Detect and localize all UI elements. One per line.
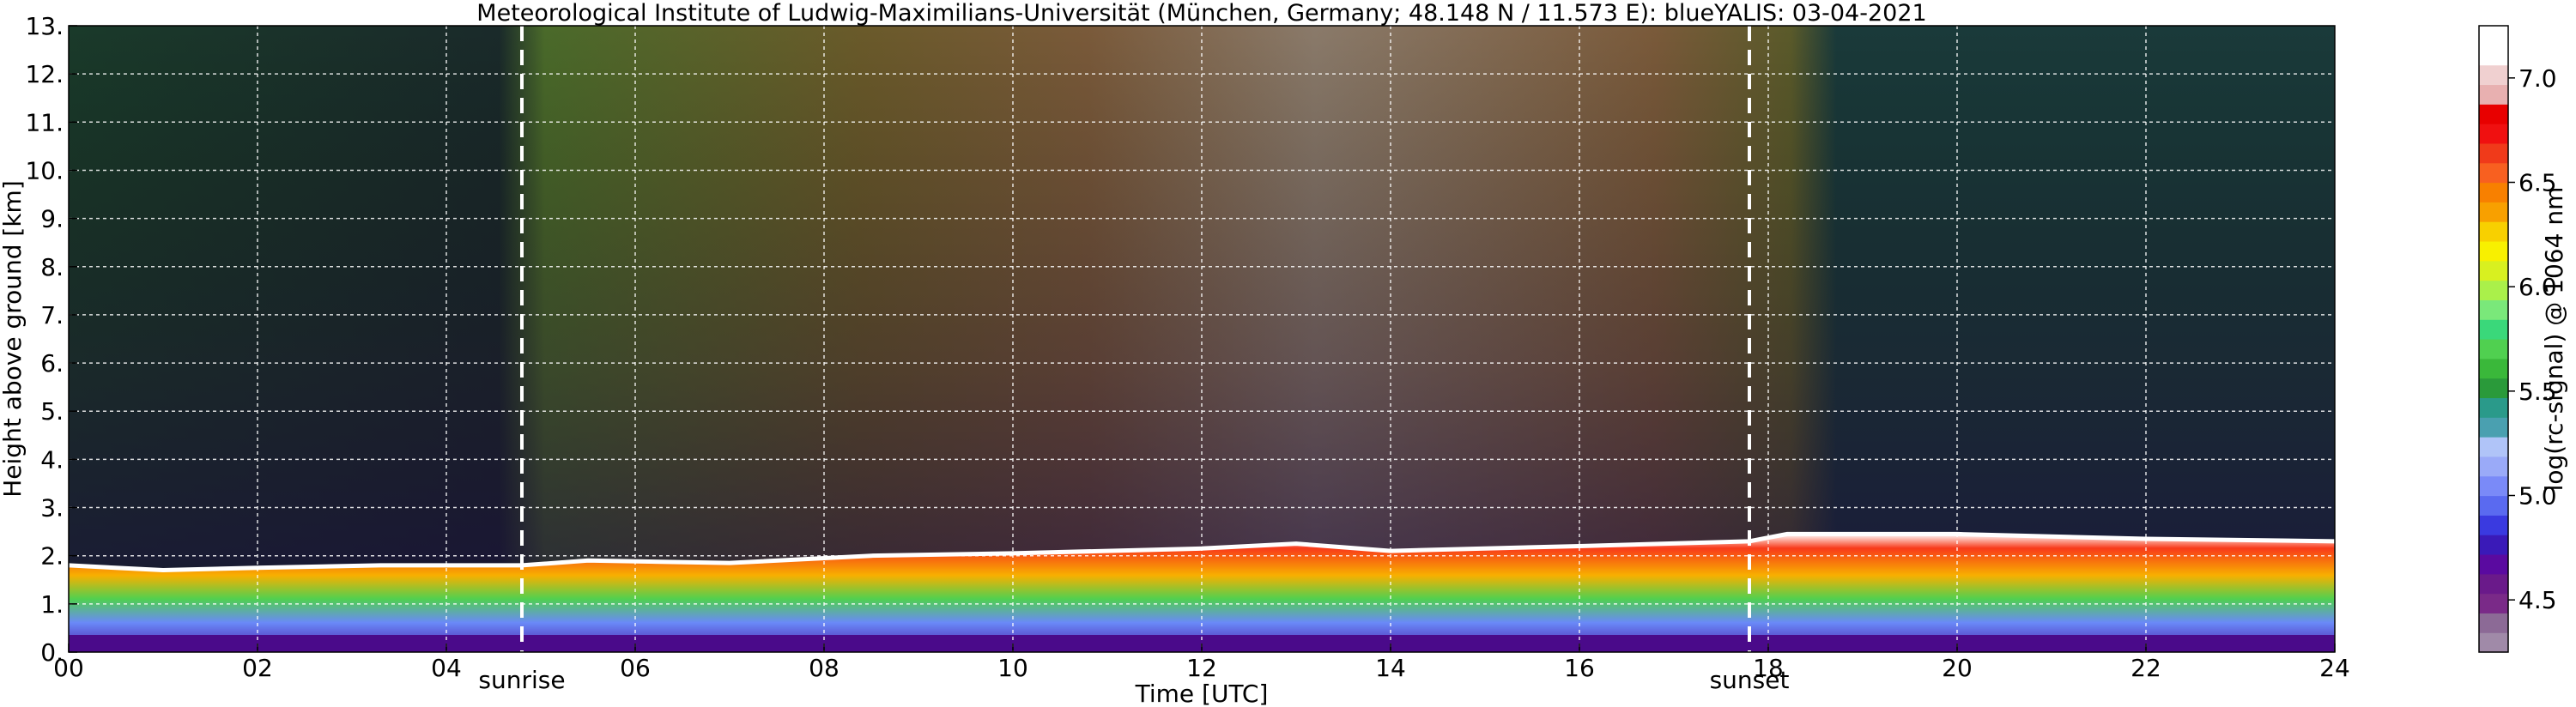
- colorbar: [2479, 26, 2508, 653]
- colorbar-tick-label: 4.5: [2518, 586, 2557, 614]
- y-tick-label: 0.: [40, 638, 64, 667]
- y-tick-label: 10.: [25, 156, 64, 184]
- y-tick-label: 2.: [40, 542, 64, 571]
- colorbar-swatch: [2479, 535, 2508, 555]
- sunrise-label: sunrise: [478, 666, 565, 694]
- grid-lines: [69, 26, 2335, 652]
- colorbar-swatch: [2479, 456, 2508, 477]
- y-tick-label: 11.: [25, 108, 64, 136]
- colorbar-swatch: [2479, 378, 2508, 399]
- colorbar-ticks: 4.5 5.0 5.5 6.0 6.5 7.0: [2508, 64, 2557, 614]
- colorbar-swatch: [2479, 182, 2508, 202]
- colorbar-tick-label: 6.0: [2518, 273, 2557, 301]
- x-axis-ticks: 00 02 04 06 08 10 12 14 16 18 20 22 24: [53, 644, 2350, 682]
- colorbar-swatch: [2479, 64, 2508, 86]
- x-tick-label: 20: [1942, 654, 1973, 682]
- colorbar-swatch: [2479, 632, 2508, 653]
- colorbar-swatch: [2479, 280, 2508, 300]
- colorbar-swatch: [2479, 573, 2508, 595]
- colorbar-swatch: [2479, 417, 2508, 438]
- y-tick-label: 12.: [25, 60, 64, 88]
- y-axis-label: Height above ground [km]: [0, 180, 27, 498]
- x-tick-label: 12: [1186, 654, 1217, 682]
- colorbar-frame: [2478, 25, 2509, 653]
- colorbar-swatch: [2479, 260, 2508, 281]
- colorbar-swatch: [2479, 437, 2508, 457]
- y-tick-label: 1.: [40, 590, 64, 619]
- x-tick-label: 14: [1375, 654, 1406, 682]
- y-tick-label: 8.: [40, 253, 64, 281]
- y-tick-label: 7.: [40, 301, 64, 329]
- colorbar-tick-label: 7.0: [2518, 64, 2557, 93]
- colorbar-swatch: [2479, 124, 2508, 144]
- colorbar-label: log(rc-signal) @ 1064 nm: [2540, 187, 2568, 492]
- colorbar-swatch: [2479, 593, 2508, 613]
- colorbar-swatch: [2479, 45, 2508, 66]
- colorbar-tick-label: 5.0: [2518, 482, 2557, 511]
- x-tick-label: 10: [997, 654, 1028, 682]
- colorbar-swatch: [2479, 397, 2508, 418]
- x-tick-label: 18: [1753, 654, 1784, 682]
- colorbar-swatch: [2479, 142, 2508, 164]
- y-axis-ticks: 0. 1. 2. 3. 4. 5. 6. 7. 8. 9. 10. 11. 12. 13.: [25, 12, 77, 667]
- colorbar-swatch: [2479, 339, 2508, 360]
- colorbar-swatch: [2479, 202, 2508, 222]
- colorbar-swatch: [2479, 299, 2508, 320]
- x-tick-label: 16: [1564, 654, 1595, 682]
- x-tick-label: 00: [53, 654, 84, 682]
- colorbar-swatch: [2479, 553, 2508, 575]
- colorbar-swatch: [2479, 221, 2508, 242]
- colorbar-swatch: [2479, 358, 2508, 379]
- colorbar-swatch: [2479, 495, 2508, 516]
- x-tick-label: 08: [809, 654, 839, 682]
- x-tick-label: 22: [2131, 654, 2161, 682]
- x-tick-label: 24: [2319, 654, 2350, 682]
- y-tick-label: 3.: [40, 494, 64, 523]
- y-tick-label: 9.: [40, 205, 64, 233]
- colorbar-swatch: [2479, 104, 2508, 124]
- y-tick-label: 6.: [40, 349, 64, 378]
- colorbar-swatch: [2479, 84, 2508, 105]
- colorbar-tick-label: 6.5: [2518, 169, 2557, 197]
- y-tick-label: 13.: [25, 12, 64, 40]
- colorbar-swatch: [2479, 162, 2508, 184]
- x-tick-label: 06: [620, 654, 651, 682]
- x-axis-label: Time [UTC]: [1135, 680, 1269, 707]
- chart-title: Meteorological Institute of Ludwig-Maxim…: [476, 0, 1926, 27]
- y-tick-label: 4.: [40, 445, 64, 474]
- plot-area: [69, 26, 2335, 652]
- colorbar-swatch: [2479, 319, 2508, 340]
- sunset-label: sunset: [1710, 666, 1790, 694]
- colorbar-swatch: [2479, 240, 2508, 262]
- colorbar-swatch: [2479, 475, 2508, 497]
- colorbar-tick-label: 5.5: [2518, 378, 2557, 406]
- y-tick-label: 5.: [40, 397, 64, 426]
- x-tick-label: 04: [431, 654, 462, 682]
- colorbar-swatch: [2479, 613, 2508, 633]
- colorbar-swatch: [2479, 515, 2508, 535]
- colorbar-swatch: [2479, 26, 2508, 46]
- boundary-layer-top-line: [69, 531, 2335, 573]
- x-tick-label: 02: [242, 654, 273, 682]
